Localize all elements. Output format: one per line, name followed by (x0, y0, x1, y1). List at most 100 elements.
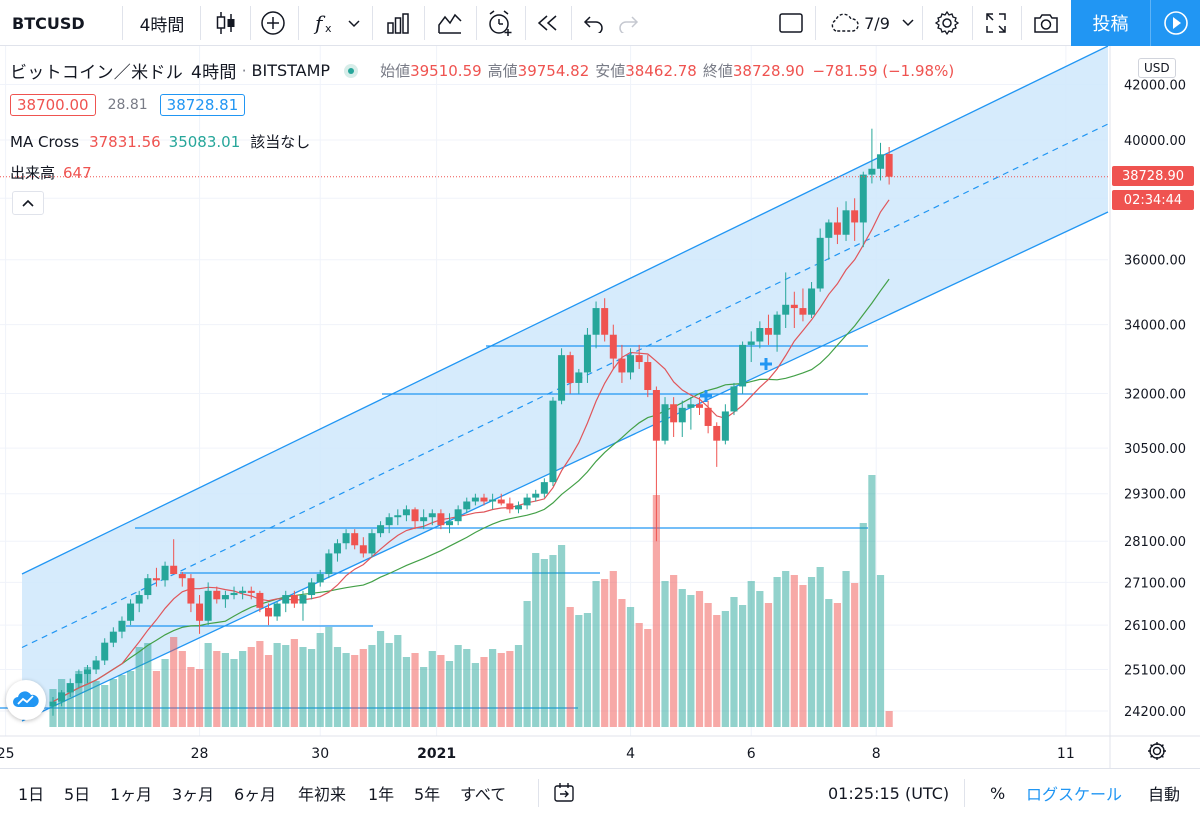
alert-icon[interactable] (480, 0, 520, 46)
volume-bar (83, 667, 92, 727)
range-6m-button[interactable]: 6ヶ月 (234, 785, 277, 804)
volume-bar (445, 661, 454, 727)
chart-pane[interactable]: 42000.0040000.0038000.0036000.0034000.00… (0, 46, 1200, 768)
volume-bar (601, 579, 609, 727)
candle-body (66, 683, 74, 693)
price-tick-label: 40000.00 (1124, 134, 1186, 149)
cloud-icon (831, 13, 859, 32)
ma-cross-name: MA Cross (10, 132, 80, 151)
candle-body (713, 425, 721, 441)
candle-body (152, 578, 160, 581)
range-ytd-button[interactable]: 年初来 (298, 785, 347, 804)
add-compare-icon[interactable] (254, 0, 292, 46)
camera-icon[interactable] (1026, 0, 1066, 46)
range-all-button[interactable]: すべて (460, 785, 507, 804)
collapse-legend-button[interactable] (12, 191, 44, 215)
range-1y-button[interactable]: 1年 (368, 785, 395, 804)
price-tick-label: 34000.00 (1124, 319, 1186, 334)
fullscreen-icon[interactable] (976, 0, 1016, 46)
candle-body (247, 590, 255, 593)
candle-body (609, 334, 617, 359)
tradingview-logo[interactable] (6, 680, 46, 720)
volume-bar (721, 611, 729, 727)
layout-icon[interactable] (772, 0, 810, 46)
candle-body (265, 607, 272, 617)
auto-scale-button[interactable]: 自動 (1148, 785, 1181, 804)
replay-icon[interactable] (530, 0, 566, 46)
low-label: 安値 (595, 62, 626, 80)
volume-bar (394, 635, 402, 727)
currency-label[interactable]: USD (1138, 58, 1176, 78)
price-tick-label: 26100.00 (1124, 619, 1186, 634)
candle-body (316, 574, 324, 583)
volume-bar (540, 559, 548, 727)
range-1m-button[interactable]: 1ヶ月 (110, 785, 153, 804)
range-3m-button[interactable]: 3ヶ月 (172, 785, 215, 804)
candle-body (747, 341, 755, 345)
cloud-save-button[interactable]: 7/9 (822, 0, 922, 46)
volume-bar (868, 475, 876, 727)
redo-icon[interactable] (612, 0, 644, 46)
toolbar-divider (424, 6, 425, 40)
volume-bar (299, 647, 307, 727)
toolbar-divider (298, 6, 299, 40)
time-tick-label: 28 (191, 746, 209, 762)
candle-body (790, 304, 798, 309)
candle-body (239, 590, 247, 593)
candles-icon[interactable] (208, 0, 244, 46)
candle-body (394, 515, 402, 518)
volume-bar (454, 645, 462, 727)
play-button[interactable] (1150, 0, 1200, 46)
bid-price[interactable]: 38700.00 (10, 94, 96, 116)
range-5y-button[interactable]: 5年 (414, 785, 441, 804)
volume-legend[interactable]: 出来高 647 (10, 162, 92, 183)
volume-value: 647 (63, 163, 92, 182)
layout-count: 7/9 (864, 13, 890, 33)
volume-bar (678, 589, 686, 727)
goto-date-icon[interactable] (552, 769, 576, 817)
ask-price[interactable]: 38728.81 (159, 94, 246, 116)
price-tick-label: 25100.00 (1124, 664, 1186, 679)
range-5d-button[interactable]: 5日 (64, 785, 91, 804)
candle-body (178, 574, 186, 579)
legend-symbol-name[interactable]: ビットコイン／米ドル (10, 63, 183, 83)
volume-bar (782, 571, 790, 727)
volume-bar (118, 675, 126, 727)
candle-body (730, 386, 738, 412)
volume-bar (514, 645, 523, 727)
candle-body (670, 404, 678, 423)
candle-body (877, 154, 885, 169)
legend-interval: 4時間 (191, 63, 237, 83)
volume-bar (480, 657, 488, 727)
undo-icon[interactable] (578, 0, 610, 46)
high-label: 高値 (487, 62, 518, 80)
templates-icon[interactable] (428, 0, 472, 46)
volume-bar (66, 683, 74, 727)
candle-body (644, 362, 652, 391)
percent-scale-button[interactable]: % (990, 783, 1006, 803)
range-1d-button[interactable]: 1日 (18, 785, 45, 804)
volume-bar (635, 623, 643, 727)
volume-bar (213, 651, 221, 727)
volume-bar (282, 645, 290, 727)
candle-body (489, 499, 497, 502)
candle-body (273, 603, 281, 617)
price-chart[interactable]: 42000.0040000.0038000.0036000.0034000.00… (0, 46, 1200, 768)
scale-settings-icon[interactable] (1144, 738, 1170, 764)
symbol-search-button[interactable]: BTCUSD (12, 13, 85, 33)
bar-chart-icon[interactable] (378, 0, 418, 46)
settings-icon[interactable] (928, 0, 966, 46)
utc-clock[interactable]: 01:25:15 (UTC) (828, 783, 950, 803)
ma-cross-status: 該当なし (250, 133, 311, 151)
log-scale-button[interactable]: ログスケール (1026, 785, 1123, 804)
candle-body (549, 400, 557, 483)
publish-button[interactable]: 投稿 (1071, 0, 1150, 46)
volume-bar (626, 607, 635, 727)
candle-body (756, 328, 764, 342)
candle-body (687, 404, 695, 408)
interval-button[interactable]: 4時間 (139, 15, 185, 36)
price-tick-label: 30500.00 (1124, 442, 1186, 457)
ma-cross-legend[interactable]: MA Cross 37831.56 35083.01 該当なし (10, 131, 310, 152)
candle-body (437, 513, 445, 526)
